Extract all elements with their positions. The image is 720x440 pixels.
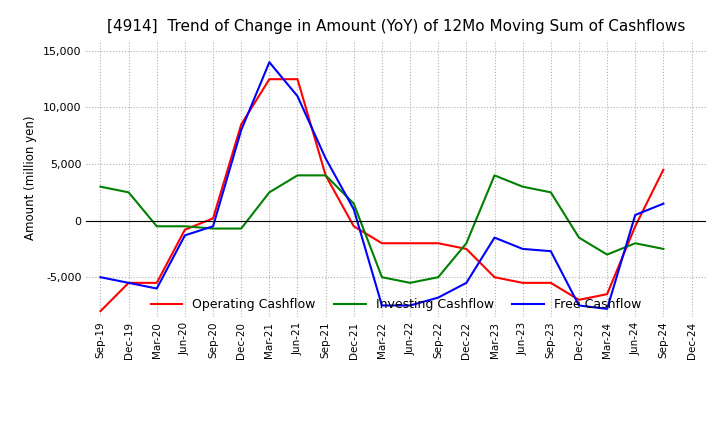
Investing Cashflow (237, 226, 246, 231)
Y-axis label: Amount (million yen): Amount (million yen) (24, 116, 37, 240)
Investing Cashflow (434, 275, 443, 280)
Line: Free Cashflow: Free Cashflow (101, 62, 663, 309)
Operating Cashflow (631, 224, 639, 229)
Line: Investing Cashflow: Investing Cashflow (101, 176, 663, 283)
Investing Cashflow (349, 201, 358, 206)
Operating Cashflow (406, 241, 415, 246)
Operating Cashflow (546, 280, 555, 286)
Operating Cashflow (659, 167, 667, 172)
Investing Cashflow (603, 252, 611, 257)
Free Cashflow (96, 275, 105, 280)
Operating Cashflow (265, 77, 274, 82)
Free Cashflow (631, 213, 639, 218)
Investing Cashflow (96, 184, 105, 189)
Investing Cashflow (631, 241, 639, 246)
Operating Cashflow (349, 224, 358, 229)
Free Cashflow (349, 207, 358, 212)
Investing Cashflow (377, 275, 386, 280)
Free Cashflow (603, 306, 611, 312)
Free Cashflow (181, 233, 189, 238)
Free Cashflow (265, 59, 274, 65)
Free Cashflow (406, 303, 415, 308)
Investing Cashflow (518, 184, 527, 189)
Investing Cashflow (153, 224, 161, 229)
Legend: Operating Cashflow, Investing Cashflow, Free Cashflow: Operating Cashflow, Investing Cashflow, … (146, 293, 646, 316)
Free Cashflow (518, 246, 527, 252)
Operating Cashflow (181, 227, 189, 232)
Operating Cashflow (575, 297, 583, 302)
Free Cashflow (546, 249, 555, 254)
Investing Cashflow (293, 173, 302, 178)
Free Cashflow (153, 286, 161, 291)
Free Cashflow (462, 280, 471, 286)
Operating Cashflow (125, 280, 133, 286)
Title: [4914]  Trend of Change in Amount (YoY) of 12Mo Moving Sum of Cashflows: [4914] Trend of Change in Amount (YoY) o… (107, 19, 685, 34)
Investing Cashflow (462, 241, 471, 246)
Investing Cashflow (406, 280, 415, 286)
Free Cashflow (659, 201, 667, 206)
Free Cashflow (490, 235, 499, 240)
Operating Cashflow (209, 216, 217, 221)
Operating Cashflow (96, 308, 105, 314)
Investing Cashflow (181, 224, 189, 229)
Investing Cashflow (265, 190, 274, 195)
Investing Cashflow (546, 190, 555, 195)
Investing Cashflow (659, 246, 667, 252)
Operating Cashflow (490, 275, 499, 280)
Free Cashflow (575, 303, 583, 308)
Line: Operating Cashflow: Operating Cashflow (101, 79, 663, 311)
Operating Cashflow (377, 241, 386, 246)
Operating Cashflow (293, 77, 302, 82)
Operating Cashflow (462, 246, 471, 252)
Free Cashflow (321, 156, 330, 161)
Operating Cashflow (603, 292, 611, 297)
Operating Cashflow (434, 241, 443, 246)
Operating Cashflow (237, 122, 246, 127)
Free Cashflow (434, 295, 443, 300)
Free Cashflow (377, 303, 386, 308)
Investing Cashflow (575, 235, 583, 240)
Investing Cashflow (125, 190, 133, 195)
Investing Cashflow (209, 226, 217, 231)
Free Cashflow (293, 94, 302, 99)
Free Cashflow (237, 128, 246, 133)
Operating Cashflow (518, 280, 527, 286)
Operating Cashflow (321, 173, 330, 178)
Operating Cashflow (153, 280, 161, 286)
Investing Cashflow (321, 173, 330, 178)
Free Cashflow (125, 280, 133, 286)
Free Cashflow (209, 224, 217, 229)
Investing Cashflow (490, 173, 499, 178)
